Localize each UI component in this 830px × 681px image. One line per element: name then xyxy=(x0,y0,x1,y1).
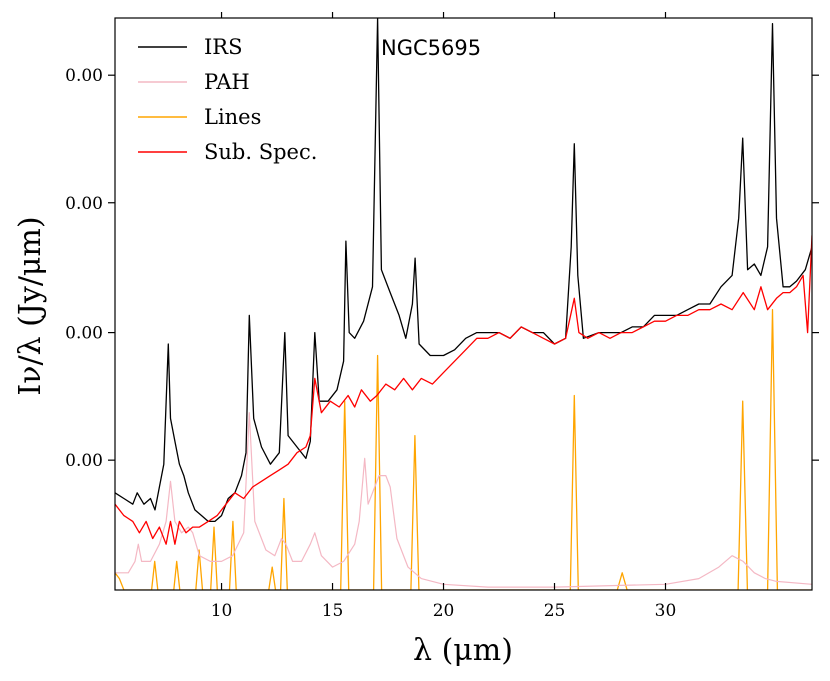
series-line-sub-spec xyxy=(115,235,812,545)
series-line-pah xyxy=(115,412,812,588)
legend-label: Lines xyxy=(204,105,261,129)
y-tick-label: 0.00 xyxy=(65,451,103,471)
y-tick-label: 0.00 xyxy=(65,324,103,344)
x-tick-label: 25 xyxy=(544,601,566,621)
x-tick-label: 10 xyxy=(211,601,233,621)
x-axis: 10 15 20 25 30 xyxy=(211,12,677,621)
x-tick-label: 15 xyxy=(322,601,344,621)
legend-label: IRS xyxy=(204,35,243,59)
y-tick-label: 0.00 xyxy=(65,194,103,214)
x-axis-title: λ (μm) xyxy=(413,633,513,668)
plot-frame xyxy=(114,17,813,591)
x-tick-label: 30 xyxy=(655,601,677,621)
legend-label: Sub. Spec. xyxy=(204,140,317,164)
series-line-irs xyxy=(115,18,812,523)
x-tick-label: 20 xyxy=(433,601,455,621)
y-axis: 0.00 0.00 0.00 0.00 xyxy=(65,66,819,471)
y-tick-label: 0.00 xyxy=(65,66,103,86)
object-annotation: NGC5695 xyxy=(381,36,481,60)
series-layer xyxy=(115,18,812,590)
legend-label: PAH xyxy=(204,70,250,94)
legend: IRS PAH Lines Sub. Spec. xyxy=(138,35,317,164)
y-axis-title: Iν/λ (Jy/μm) xyxy=(13,216,48,395)
